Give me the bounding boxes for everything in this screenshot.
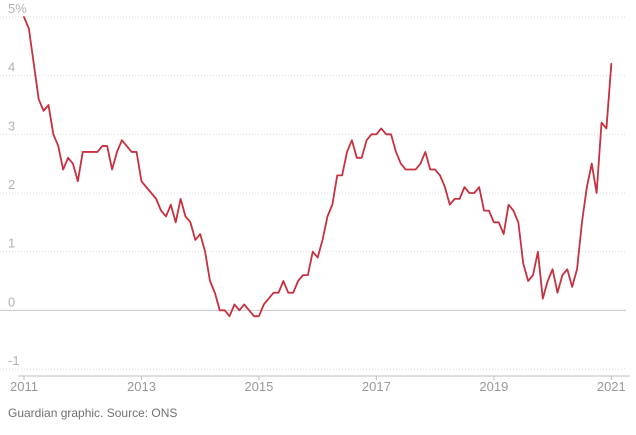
x-tick-label: 2013 xyxy=(127,379,156,394)
x-tick-label: 2019 xyxy=(479,379,508,394)
y-tick-label: 4 xyxy=(8,60,15,75)
x-tick-label: 2015 xyxy=(244,379,273,394)
gridlines xyxy=(0,16,626,370)
x-axis: 2011 2013 2015 2017 2019 2021 xyxy=(10,375,630,394)
series-line xyxy=(23,16,613,318)
y-tick-label: 0 xyxy=(8,294,15,309)
y-tick-label: 2 xyxy=(8,177,15,192)
y-tick-label: 3 xyxy=(8,118,15,133)
series xyxy=(23,16,613,318)
source-note: Guardian graphic. Source: ONS xyxy=(8,406,178,420)
y-axis-labels: 5% 4 3 2 1 0 -1 xyxy=(8,1,27,368)
x-tick-label: 2017 xyxy=(362,379,391,394)
x-tick-label: 2011 xyxy=(10,379,38,394)
y-tick-label: 1 xyxy=(8,236,15,251)
line-chart: 5% 4 3 2 1 0 -1 2011 2013 2015 2017 2019 2021 xyxy=(0,1,630,394)
y-tick-label: 5% xyxy=(8,1,27,16)
x-tick-label: 2021 xyxy=(597,379,626,394)
y-tick-label: -1 xyxy=(8,353,20,368)
